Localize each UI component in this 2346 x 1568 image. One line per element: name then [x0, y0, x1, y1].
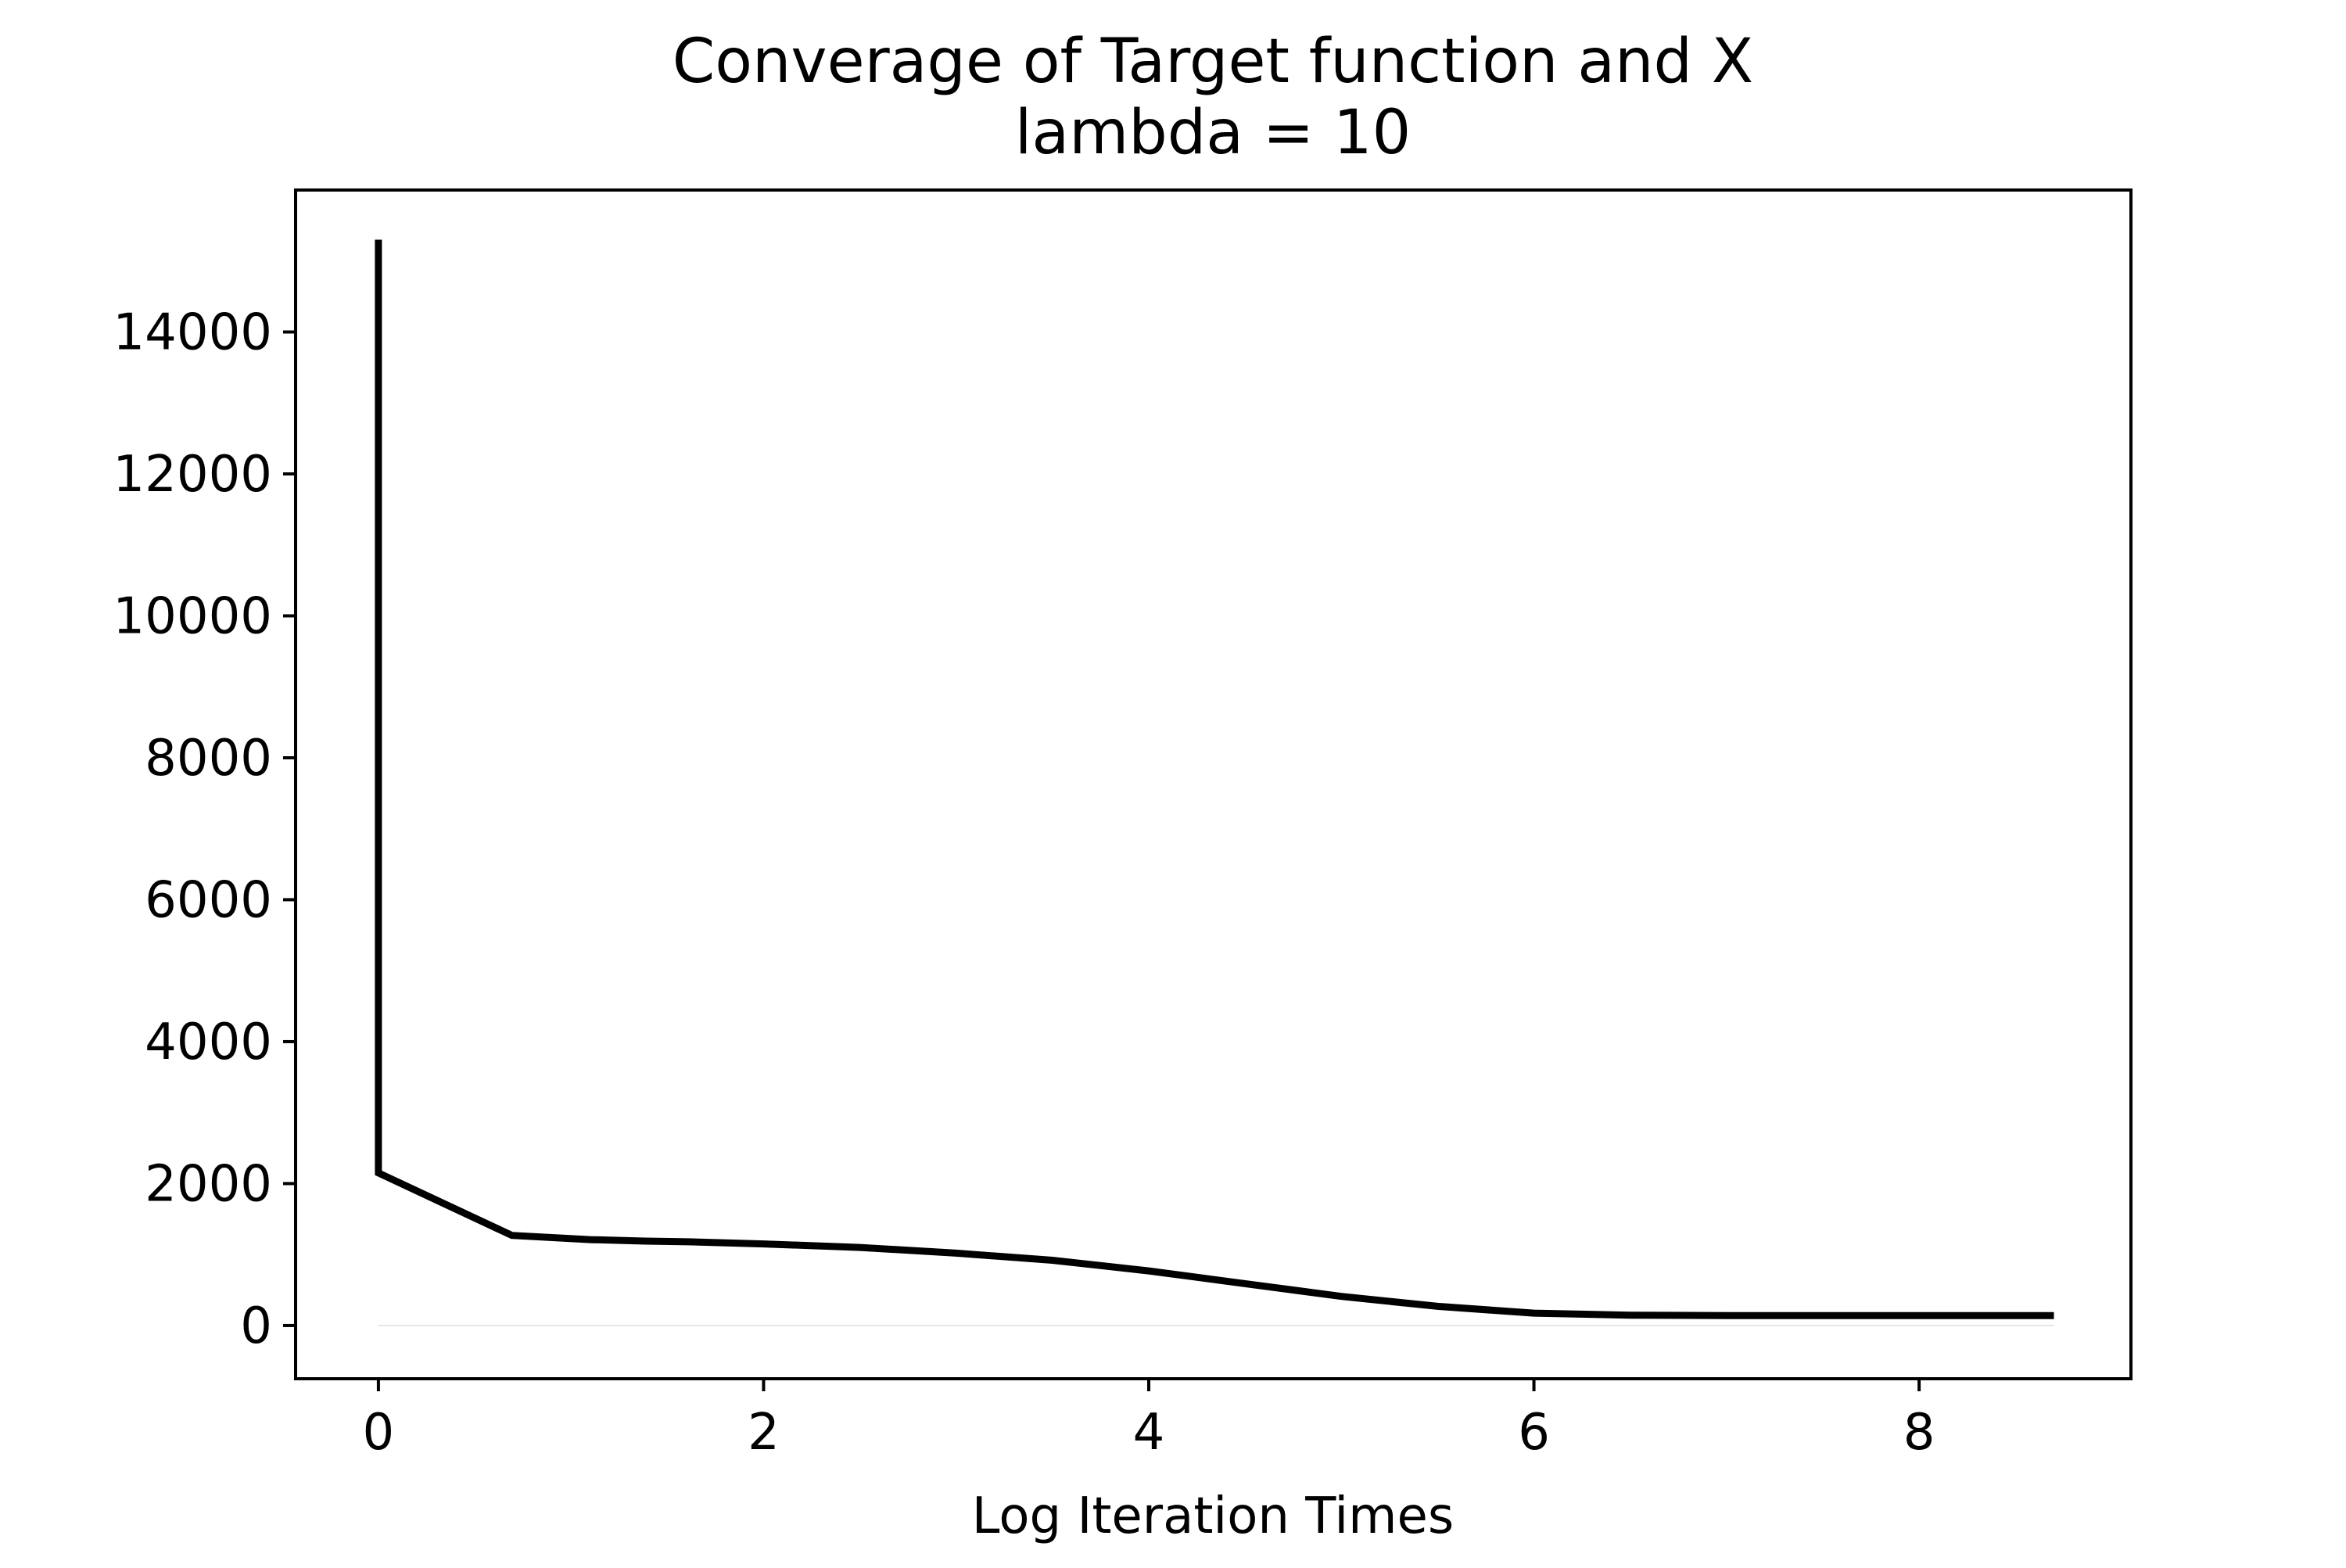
chart-title: Converage of Target function and X [673, 27, 1753, 97]
y-tick-label: 4000 [145, 1014, 272, 1071]
y-tick-label: 2000 [145, 1155, 272, 1213]
series-line-0 [375, 239, 2054, 1319]
x-axis-label: Log Iteration Times [972, 1487, 1454, 1545]
x-tick-label: 6 [1518, 1404, 1550, 1462]
y-tick-label: 6000 [145, 871, 272, 929]
y-axis: 0 2000 4000 6000 8000 10000 12000 14000 [113, 303, 296, 1355]
series-layer [375, 239, 2054, 1326]
x-tick-label: 0 [363, 1404, 395, 1462]
chart-subtitle: lambda = 10 [1015, 98, 1411, 168]
y-tick-label: 10000 [113, 587, 272, 645]
y-tick-label: 12000 [113, 446, 272, 504]
x-tick-label: 2 [748, 1404, 780, 1462]
plot-frame [294, 188, 2133, 1380]
y-tick-label: 0 [240, 1297, 272, 1355]
x-tick-label: 8 [1903, 1404, 1935, 1462]
x-tick-label: 4 [1133, 1404, 1165, 1462]
y-tick-label: 8000 [145, 730, 272, 788]
x-axis: 0 2 4 6 8 [363, 1379, 1935, 1462]
y-tick-label: 14000 [113, 303, 272, 361]
